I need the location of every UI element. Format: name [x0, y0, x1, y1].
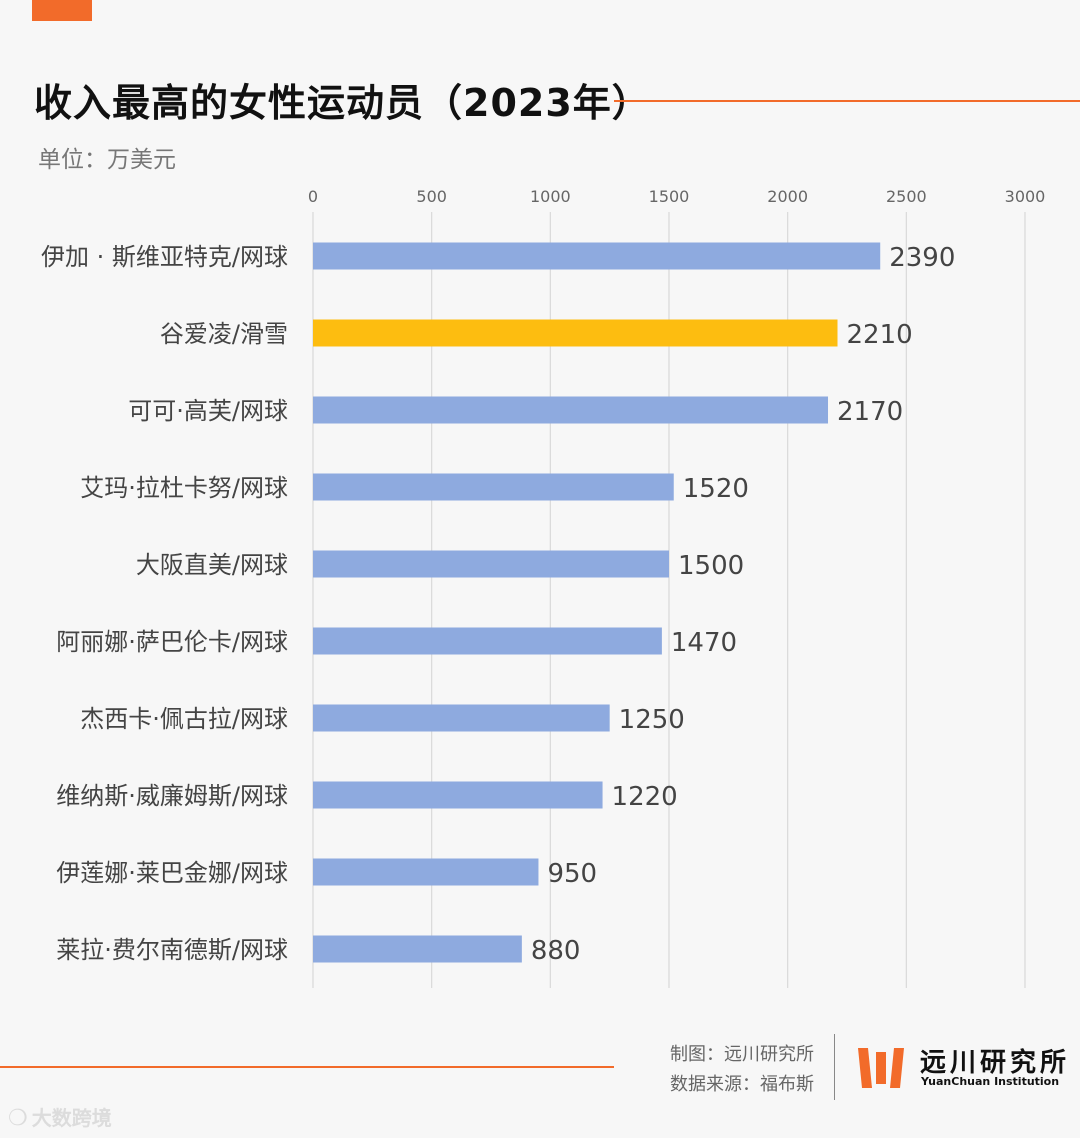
category-label: 可可·高芙/网球: [128, 397, 288, 425]
category-label: 杰西卡·佩古拉/网球: [80, 705, 288, 733]
bar-chart: 0 500 1000 1500 2000 2500 3000 伊加 · 斯维亚特克/网球 239…: [0, 0, 1080, 1000]
bar: [313, 705, 610, 732]
category-label: 伊加 · 斯维亚特克/网球: [41, 243, 288, 271]
value-label: 2170: [837, 397, 903, 427]
category-label: 莱拉·费尔南德斯/网球: [56, 936, 288, 964]
value-label: 2210: [847, 320, 913, 350]
value-label: 1220: [612, 782, 678, 812]
category-label: 谷爱凌/滑雪: [160, 320, 288, 348]
bar: [313, 628, 662, 655]
value-label: 1520: [683, 474, 749, 504]
value-label: 1500: [678, 551, 744, 581]
x-tick-label: 0: [308, 187, 318, 206]
footer-divider: [834, 1034, 835, 1100]
bar: [313, 551, 669, 578]
x-tick-label: 2000: [767, 187, 808, 206]
chat-bubble-icon: ❍: [8, 1106, 28, 1131]
value-label: 1250: [619, 705, 685, 735]
credit-maker: 制图：远川研究所: [670, 1040, 814, 1070]
bar: [313, 936, 522, 963]
bar: [313, 243, 880, 270]
category-label: 维纳斯·威廉姆斯/网球: [56, 782, 288, 810]
value-label: 1470: [671, 628, 737, 658]
value-label: 2390: [889, 243, 955, 273]
x-tick-label: 3000: [1005, 187, 1046, 206]
category-label: 阿丽娜·萨巴伦卡/网球: [56, 628, 288, 656]
category-label: 伊莲娜·莱巴金娜/网球: [56, 859, 288, 887]
x-tick-label: 2500: [886, 187, 927, 206]
category-label: 艾玛·拉杜卡努/网球: [80, 474, 288, 502]
bar: [313, 859, 538, 886]
bar: [313, 320, 838, 347]
logo-mark-icon: [858, 1046, 908, 1088]
x-tick-label: 1500: [649, 187, 690, 206]
value-label: 880: [531, 936, 581, 966]
category-label: 大阪直美/网球: [136, 551, 288, 579]
credit-source: 数据来源：福布斯: [670, 1070, 814, 1100]
bar: [313, 474, 674, 501]
watermark-text: 大数跨境: [32, 1106, 112, 1130]
bar: [313, 397, 828, 424]
logo-english: YuanChuan Institution: [921, 1075, 1059, 1088]
bar: [313, 782, 603, 809]
footer-rule: [0, 1066, 614, 1068]
credits: 制图：远川研究所 数据来源：福布斯: [670, 1040, 814, 1100]
value-label: 950: [547, 859, 597, 889]
x-tick-label: 500: [416, 187, 447, 206]
x-tick-label: 1000: [530, 187, 571, 206]
logo-chinese: 远川研究所: [920, 1042, 1070, 1079]
watermark: ❍ 大数跨境: [8, 1102, 112, 1131]
